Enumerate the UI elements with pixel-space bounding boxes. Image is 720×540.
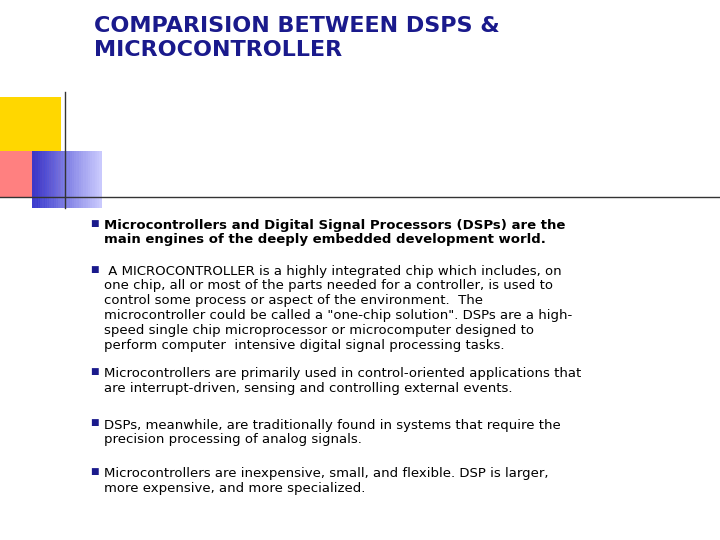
- Bar: [96, 151, 99, 208]
- Text: Microcontrollers are inexpensive, small, and flexible. DSP is larger,
more expen: Microcontrollers are inexpensive, small,…: [104, 467, 549, 495]
- Bar: [99, 151, 102, 208]
- Bar: [58, 151, 60, 208]
- Bar: [91, 151, 95, 208]
- Bar: [0, 151, 61, 197]
- Text: ■: ■: [90, 265, 99, 274]
- Bar: [48, 151, 51, 208]
- Bar: [78, 151, 81, 208]
- Text: ■: ■: [90, 467, 99, 476]
- Bar: [44, 151, 47, 208]
- Text: DSPs, meanwhile, are traditionally found in systems that require the
precision p: DSPs, meanwhile, are traditionally found…: [104, 418, 561, 446]
- Text: A MICROCONTROLLER is a highly integrated chip which includes, on
one chip, all o: A MICROCONTROLLER is a highly integrated…: [104, 265, 572, 352]
- Bar: [69, 151, 72, 208]
- Bar: [37, 151, 40, 208]
- Bar: [46, 151, 49, 208]
- Bar: [89, 151, 92, 208]
- Bar: [50, 151, 53, 208]
- Bar: [53, 151, 56, 208]
- Text: ■: ■: [90, 367, 99, 376]
- Text: ■: ■: [90, 418, 99, 428]
- Text: Microcontrollers and Digital Signal Processors (DSPs) are the
main engines of th: Microcontrollers and Digital Signal Proc…: [104, 219, 566, 246]
- Bar: [35, 151, 37, 208]
- Bar: [40, 151, 42, 208]
- Bar: [94, 151, 97, 208]
- Bar: [87, 151, 90, 208]
- Bar: [0, 97, 61, 151]
- Text: Microcontrollers are primarily used in control-oriented applications that
are in: Microcontrollers are primarily used in c…: [104, 367, 582, 395]
- Bar: [80, 151, 84, 208]
- Bar: [32, 151, 35, 208]
- Bar: [71, 151, 74, 208]
- Bar: [64, 151, 68, 208]
- Bar: [83, 151, 86, 208]
- Bar: [85, 151, 88, 208]
- Bar: [73, 151, 76, 208]
- Text: COMPARISION BETWEEN DSPS &
MICROCONTROLLER: COMPARISION BETWEEN DSPS & MICROCONTROLL…: [94, 16, 500, 60]
- Bar: [76, 151, 78, 208]
- Bar: [42, 151, 45, 208]
- Bar: [66, 151, 70, 208]
- Bar: [62, 151, 65, 208]
- Bar: [55, 151, 58, 208]
- Bar: [60, 151, 63, 208]
- Text: ■: ■: [90, 219, 99, 228]
